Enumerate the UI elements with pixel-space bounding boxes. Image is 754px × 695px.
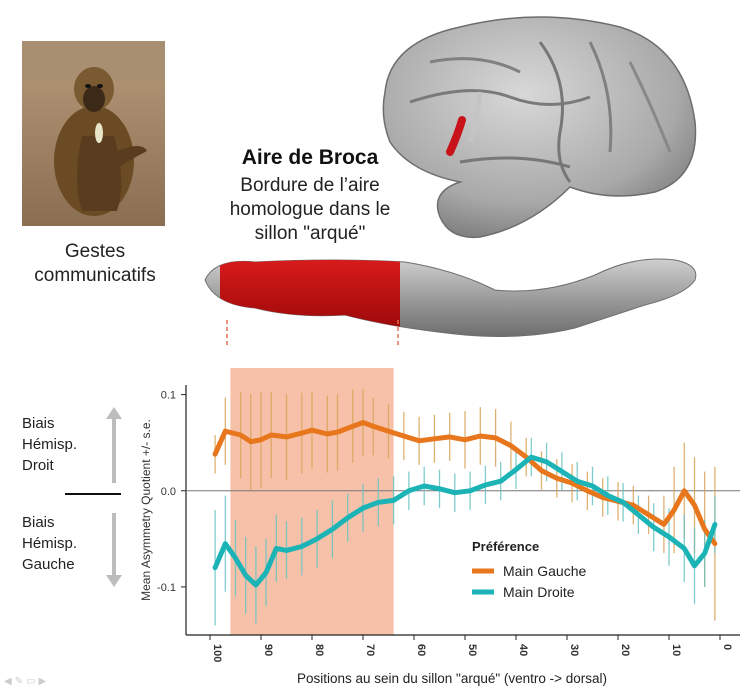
sulcus-illustration: [204, 258, 697, 345]
asymmetry-chart: 0.10.0-0.1 100 90 80 70 60 50 40 30 20 10 0 Mean A…: [139, 368, 740, 686]
legend-title: Préférence: [472, 539, 539, 554]
y-tick-label: -0.1: [157, 582, 176, 594]
bias-right-label: Biais Hémisp. Droit: [22, 413, 77, 476]
bias-right-line-1: Biais: [22, 415, 55, 432]
x-tick-label: 20: [619, 644, 631, 656]
bias-arrows: [106, 407, 122, 587]
x-tick-label: 30: [568, 644, 580, 656]
y-axis-label: Mean Asymmetry Quotient +/- s.e.: [139, 419, 153, 601]
x-tick-label: 90: [262, 644, 274, 656]
broca-desc-line-2: homologue dans le: [229, 199, 391, 220]
baboon-photo: [22, 41, 165, 226]
brain-illustration: [382, 16, 697, 239]
x-tick-label: 100: [211, 644, 223, 662]
x-tick-label: 70: [364, 644, 376, 656]
bias-left-line-2: Hémisp.: [22, 535, 78, 552]
arrow-down-icon: [106, 575, 122, 587]
x-tick-label: 10: [670, 644, 682, 656]
legend: Préférence Main Gauche Main Droite: [472, 539, 586, 600]
prev-icon[interactable]: ◀: [4, 676, 15, 687]
x-axis-label: Positions au sein du sillon "arqué" (ven…: [297, 671, 607, 686]
y-tick-label: 0.0: [161, 486, 176, 498]
gestes-caption: Gestes communicatifs: [10, 240, 180, 288]
slide-nav-icons[interactable]: ◀✎▭▶: [4, 676, 49, 687]
broca-highlight-region: [220, 259, 400, 337]
next-icon[interactable]: ▶: [38, 676, 50, 687]
broca-desc-line-1: Bordure de l’aire: [240, 175, 380, 196]
y-tick-label: 0.1: [161, 390, 176, 402]
series-line-main-droite: [212, 454, 718, 588]
menu-icon[interactable]: ▭: [26, 676, 39, 687]
broca-desc-line-3: sillon "arqué": [254, 223, 366, 244]
x-tick-label: 0: [721, 644, 733, 650]
bias-divider: [65, 493, 121, 495]
x-tick-label: 50: [466, 644, 478, 656]
pen-icon[interactable]: ✎: [14, 676, 27, 687]
bias-left-line-3: Gauche: [22, 556, 75, 573]
broca-title: Aire de Broca: [241, 146, 379, 169]
legend-label-main-droite: Main Droite: [503, 584, 575, 600]
bias-right-line-2: Hémisp.: [22, 436, 78, 453]
arrow-up-icon: [106, 407, 122, 419]
bias-left-label: Biais Hémisp. Gauche: [22, 512, 77, 575]
bias-left-line-1: Biais: [22, 514, 55, 531]
gestes-line-1: Gestes: [64, 241, 126, 262]
broca-highlight-region: [446, 116, 466, 156]
x-tick-label: 80: [313, 644, 325, 656]
broca-description: Bordure de l’aire homologue dans le sill…: [210, 174, 410, 246]
legend-label-main-gauche: Main Gauche: [503, 563, 586, 579]
gestes-line-2: communicatifs: [34, 265, 156, 286]
series-line-main-gauche: [212, 420, 718, 547]
x-tick-label: 60: [415, 644, 427, 656]
bias-right-line-3: Droit: [22, 457, 54, 474]
x-tick-label: 40: [517, 644, 529, 656]
